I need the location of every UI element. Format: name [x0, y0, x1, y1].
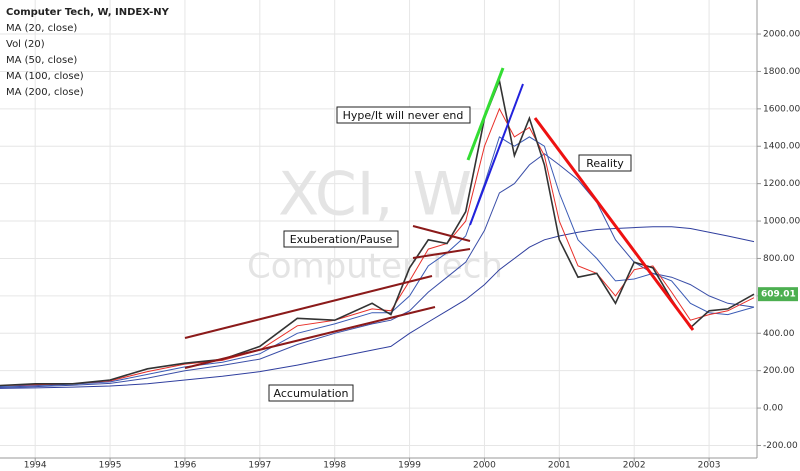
annotation: Hype/It will never end Exuberation/Pause… [268, 106, 632, 402]
x-tick-label: 2003 [698, 461, 721, 471]
last-value-badge [758, 287, 798, 302]
trend-line [412, 225, 471, 242]
y-tick-label: 2000.00 [763, 30, 800, 40]
trend-line [466, 67, 505, 161]
annotation-text: Exuberation/Pause [290, 233, 393, 246]
series-line [0, 77, 755, 387]
y-tick-label: 1200.00 [763, 179, 800, 189]
watermark: Computer Tech [247, 247, 503, 287]
trend-lines [184, 67, 695, 369]
trend-line [469, 83, 524, 226]
y-tick-label: 400.00 [763, 329, 795, 339]
x-tick-label: 2001 [548, 461, 571, 471]
y-tick-label: -200.00 [763, 441, 798, 451]
trend-line [533, 117, 695, 331]
x-tick-label: 1997 [248, 461, 271, 471]
watermark: XCI, W [278, 160, 472, 230]
annotation-box [283, 230, 399, 248]
annotation-text: Hype/It will never end [343, 109, 464, 122]
x-tick-label: 1999 [398, 461, 421, 471]
y-tick-label: 800.00 [763, 254, 795, 264]
y-tick-label: 200.00 [763, 366, 795, 376]
annotation-box [336, 106, 471, 124]
series-line [0, 226, 755, 389]
legend-entry: MA (100, close) [6, 71, 84, 82]
y-tick-label: 1400.00 [763, 142, 800, 152]
x-tick-label: 1995 [99, 461, 122, 471]
y-tick-label: 0.00 [763, 404, 783, 414]
y-tick-label: 1000.00 [763, 217, 800, 227]
legend-entry: MA (200, close) [6, 87, 84, 98]
trend-line [184, 306, 436, 369]
legend-entry: MA (20, close) [6, 23, 77, 34]
y-tick-label: 1800.00 [763, 67, 800, 77]
legend: Computer Tech, W, INDEX-NY MA (20, close… [6, 7, 170, 98]
trend-line [184, 275, 433, 339]
y-tick-label: 1600.00 [763, 104, 800, 114]
x-tick-label: 1994 [24, 461, 47, 471]
x-tick-label: 1998 [323, 461, 346, 471]
annotation-text: Reality [586, 157, 624, 170]
trend-line [412, 248, 471, 259]
x-tick-label: 2002 [623, 461, 646, 471]
legend-title: Computer Tech, W, INDEX-NY [6, 7, 170, 18]
legend-entry: MA (50, close) [6, 55, 77, 66]
x-tick-label: 1996 [173, 461, 196, 471]
annotation-box [578, 154, 632, 172]
last-value-label: 609.01 [761, 290, 796, 300]
annotation-text: Accumulation [274, 387, 349, 400]
annotation-box [268, 384, 354, 402]
x-tick-label: 2000 [473, 461, 496, 471]
legend-entry: Vol (20) [6, 39, 45, 50]
